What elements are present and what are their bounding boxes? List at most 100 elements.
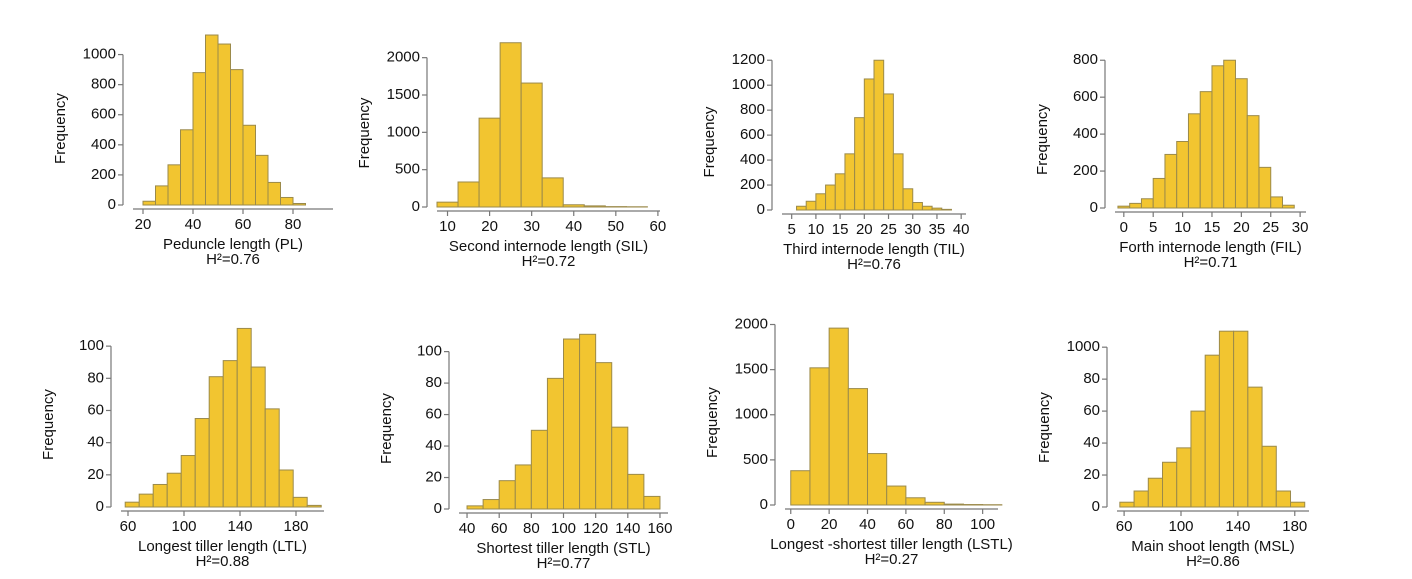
x-tick-label: 160 [647, 520, 672, 537]
y-tick-label: 800 [1073, 51, 1098, 68]
x-tick-label: 60 [650, 218, 667, 235]
y-axis-label: Frequency [40, 389, 57, 460]
bar [152, 483, 168, 508]
x-tick-label: 60 [1116, 518, 1133, 535]
x-tick-label: 120 [583, 520, 608, 537]
bar [583, 205, 606, 208]
bar [912, 202, 923, 211]
x-tick-label: 140 [227, 518, 252, 535]
bar [943, 503, 964, 506]
bar [1261, 445, 1277, 508]
x-tick-label: 40 [459, 520, 476, 537]
bar [1162, 461, 1178, 508]
bar [873, 59, 885, 211]
x-tick-label: 10 [808, 221, 825, 238]
y-tick-label: 500 [743, 451, 768, 468]
y-tick-label: 2000 [735, 315, 768, 332]
x-tick-label: 140 [615, 520, 640, 537]
x-tick-label: 20 [821, 516, 838, 533]
subtitle: H²=0.77 [537, 555, 591, 572]
bar [844, 153, 856, 211]
bar [520, 82, 543, 208]
bar [1275, 490, 1292, 508]
bar [230, 69, 244, 206]
y-tick-label: 800 [740, 101, 765, 118]
x-tick-label: 100 [1168, 518, 1193, 535]
y-tick-label: 20 [425, 468, 442, 485]
bar [194, 418, 210, 508]
bar [546, 377, 565, 510]
bar [222, 360, 238, 508]
bar [1190, 410, 1206, 508]
bar [847, 388, 869, 506]
y-tick-label: 100 [79, 337, 104, 354]
bar [921, 205, 933, 211]
y-tick-label: 1000 [1067, 338, 1100, 355]
y-tick-label: 0 [96, 498, 104, 515]
y-tick-label: 60 [1083, 402, 1100, 419]
bar [180, 455, 196, 508]
y-axis-label: Frequency [378, 393, 395, 464]
bar [278, 469, 294, 508]
x-tick-label: 80 [523, 520, 540, 537]
subtitle: H²=0.27 [865, 551, 919, 568]
bar [292, 496, 308, 508]
y-tick-label: 1000 [83, 46, 116, 63]
bar [809, 367, 830, 506]
y-tick-label: 40 [87, 434, 104, 451]
x-tick-label: 40 [953, 221, 970, 238]
y-tick-label: 40 [1083, 434, 1100, 451]
x-tick-label: 100 [171, 518, 196, 535]
x-tick-label: 40 [185, 216, 202, 233]
x-axis-label: Longest -shortest tiller length (LSTL) [770, 536, 1013, 553]
bar [280, 196, 294, 206]
x-tick-label: 100 [551, 520, 576, 537]
bar [1270, 196, 1283, 209]
bar [828, 327, 849, 506]
x-tick-label: 50 [607, 218, 624, 235]
bar [1164, 153, 1178, 209]
y-tick-label: 100 [417, 343, 442, 360]
bar [1176, 447, 1192, 508]
y-tick-label: 80 [87, 369, 104, 386]
bar [825, 184, 836, 211]
bar [595, 362, 613, 510]
bar [292, 202, 306, 206]
x-axis-label: Forth internode length (FIL) [1119, 239, 1302, 256]
bar [611, 426, 629, 510]
x-tick-label: 180 [1282, 518, 1307, 535]
y-tick-label: 800 [91, 76, 116, 93]
bar [1187, 113, 1201, 209]
bar [166, 472, 182, 508]
x-tick-label: 30 [904, 221, 921, 238]
bar [264, 408, 280, 508]
bar [1281, 204, 1295, 209]
subtitle: H²=0.86 [1186, 553, 1240, 570]
bar [579, 333, 597, 510]
y-tick-label: 60 [87, 401, 104, 418]
x-axis-label: Shortest tiller length (STL) [476, 540, 650, 557]
y-tick-label: 400 [740, 151, 765, 168]
y-tick-label: 0 [760, 496, 768, 513]
y-tick-label: 1200 [732, 51, 765, 68]
bar [1246, 115, 1260, 209]
x-tick-label: 180 [283, 518, 308, 535]
bar [217, 43, 231, 206]
bar [643, 495, 661, 510]
y-tick-label: 0 [412, 198, 420, 215]
x-tick-label: 60 [235, 216, 252, 233]
bar [436, 201, 459, 208]
bar [1247, 386, 1263, 508]
y-tick-label: 60 [425, 406, 442, 423]
bar [1223, 59, 1236, 209]
y-tick-label: 600 [91, 106, 116, 123]
bar [457, 181, 480, 208]
x-tick-label: 40 [859, 516, 876, 533]
bar [1204, 354, 1220, 508]
x-tick-label: 5 [788, 221, 796, 238]
y-tick-label: 200 [740, 176, 765, 193]
y-tick-label: 40 [425, 437, 442, 454]
y-tick-label: 1500 [387, 86, 420, 103]
y-tick-label: 20 [1083, 466, 1100, 483]
